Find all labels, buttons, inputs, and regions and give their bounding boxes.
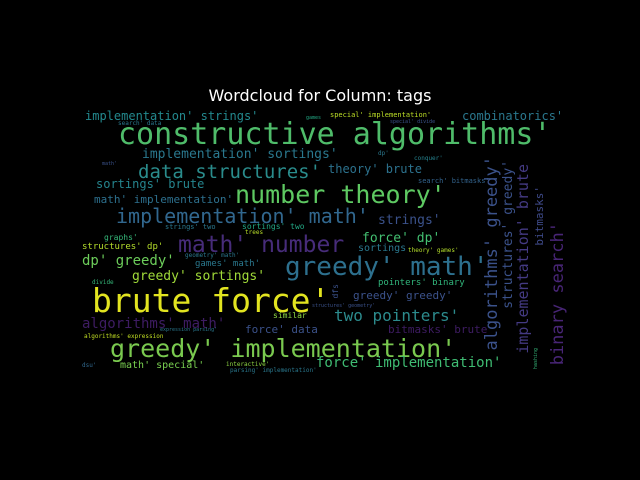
wordcloud-canvas: constructive algorithms' brute force' gree… (80, 108, 570, 376)
word-item: math' number (178, 232, 345, 258)
word-item: structures' dp' (82, 242, 164, 252)
word-item: implementation' strings' (85, 109, 259, 123)
word-item: implementation' math' (116, 204, 369, 228)
word-item: trees (245, 229, 264, 236)
word-item: graphs' (104, 233, 138, 242)
word-item: hashing (533, 348, 539, 370)
word-item: dsu' (82, 362, 97, 369)
word-item: brute force' (92, 281, 331, 320)
word-item: search' bitmasks' (418, 177, 490, 185)
chart-title: Wordcloud for Column: tags (208, 86, 432, 105)
word-item: binary search' (548, 222, 568, 366)
word-item: games' math' (195, 259, 261, 269)
word-item: implementation' sortings' (142, 147, 338, 162)
word-item: theory' brute (328, 162, 422, 176)
word-item: divide (92, 279, 114, 286)
word-item: algorithms' greedy' (482, 156, 502, 351)
word-item: parsing' implementation' (230, 367, 317, 374)
word-item: strings' (378, 213, 441, 228)
word-item: greedy' sortings' (132, 269, 266, 284)
word-item: greedy' greedy' (353, 289, 453, 302)
word-item: pointers' binary (378, 278, 465, 288)
word-item: algorithms' expression (84, 333, 164, 340)
word-item: combinatorics' (462, 109, 564, 123)
word-item: strings' two (165, 223, 216, 231)
word-item: dp' greedy' (82, 253, 175, 269)
word-item: games (306, 115, 322, 121)
word-item: search' data (118, 120, 162, 127)
word-item: conquer' (414, 155, 443, 162)
word-item: structures' greedy' (501, 160, 516, 309)
word-item: bitmasks' (533, 186, 546, 246)
word-item: sortings' two (242, 222, 305, 231)
word-item: two pointers' (334, 306, 460, 325)
word-item: similar (273, 311, 307, 320)
word-item: math' special' (120, 360, 205, 371)
word-item: greedy' implementation' (110, 334, 457, 363)
word-item: algorithms' math' (82, 316, 226, 332)
word-item: theory' games' (408, 247, 459, 254)
word-item: bitmasks' brute (388, 323, 488, 336)
word-item: math' (102, 161, 118, 167)
word-item: number theory' (235, 180, 446, 209)
word-item: dp' (378, 150, 389, 157)
word-item: math' implementation' (94, 193, 234, 206)
word-item: special' divide (390, 119, 436, 125)
word-item: implementation' brute (514, 164, 532, 354)
word-item: geometry' math' (185, 252, 240, 259)
word-item: data structures' (138, 161, 322, 183)
word-item: dfs (331, 284, 340, 299)
word-item: sortings' brute (96, 177, 205, 191)
word-item: special' implementation' (330, 111, 432, 119)
word-item: sortings (358, 243, 407, 254)
word-item: structures' geometry' (312, 303, 376, 309)
word-item: interactive' (226, 361, 270, 368)
word-item: constructive algorithms' (118, 117, 552, 152)
word-item: force' data (245, 323, 318, 336)
word-item: force' implementation' (316, 355, 502, 371)
word-item: expression parsing' (160, 327, 218, 333)
word-item: force' dp' (362, 231, 441, 246)
word-item: greedy' math' (285, 252, 489, 282)
